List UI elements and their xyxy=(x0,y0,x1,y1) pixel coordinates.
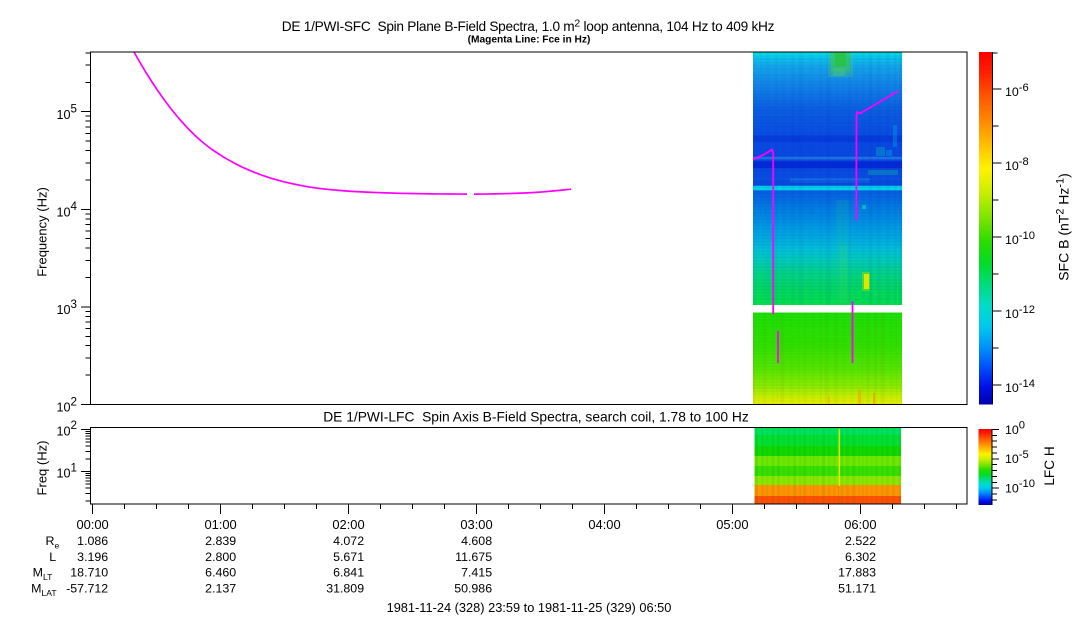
svg-text:7.415: 7.415 xyxy=(461,566,492,580)
svg-text:L: L xyxy=(49,550,56,564)
svg-text:LFC H: LFC H xyxy=(1042,446,1057,485)
svg-text:e: e xyxy=(55,541,60,551)
svg-text:2.800: 2.800 xyxy=(205,550,236,564)
svg-text:17.883: 17.883 xyxy=(838,566,876,580)
svg-text:R: R xyxy=(46,534,55,548)
svg-text:M: M xyxy=(31,582,41,596)
svg-text:01:00: 01:00 xyxy=(204,517,236,532)
svg-text:Freq (Hz): Freq (Hz) xyxy=(35,441,50,496)
svg-text:DE 1/PWI-SFC Spin Plane B-Fie: DE 1/PWI-SFC Spin Plane B-Field Spectra,… xyxy=(282,18,775,34)
svg-text:5.671: 5.671 xyxy=(333,550,364,564)
svg-text:M: M xyxy=(33,566,43,580)
svg-text:31.809: 31.809 xyxy=(326,582,364,596)
svg-text:SFC B (nT2 Hz-1): SFC B (nT2 Hz-1) xyxy=(1055,173,1072,281)
svg-text:03:00: 03:00 xyxy=(460,517,492,532)
svg-text:11.675: 11.675 xyxy=(455,550,492,564)
svg-text:50.986: 50.986 xyxy=(454,582,492,596)
svg-text:DE 1/PWI-LFC Spin Axis B-Fiel: DE 1/PWI-LFC Spin Axis B-Field Spectra, … xyxy=(323,409,749,424)
svg-text:6.841: 6.841 xyxy=(333,566,364,580)
svg-text:-57.712: -57.712 xyxy=(66,582,108,596)
svg-text:3.196: 3.196 xyxy=(77,550,108,564)
svg-text:02:00: 02:00 xyxy=(332,517,364,532)
svg-text:6.460: 6.460 xyxy=(205,566,236,580)
svg-text:18.710: 18.710 xyxy=(70,566,108,580)
svg-text:1981-11-24 (328) 23:59 to 1981: 1981-11-24 (328) 23:59 to 1981-11-25 (32… xyxy=(387,600,672,615)
svg-text:2.522: 2.522 xyxy=(845,534,876,548)
svg-text:LT: LT xyxy=(43,572,53,582)
svg-text:51.171: 51.171 xyxy=(838,582,876,596)
svg-text:00:00: 00:00 xyxy=(76,517,108,532)
svg-text:04:00: 04:00 xyxy=(588,517,620,532)
svg-text:Frequency (Hz): Frequency (Hz) xyxy=(35,187,50,277)
svg-text:2.137: 2.137 xyxy=(205,582,236,596)
svg-text:06:00: 06:00 xyxy=(844,517,876,532)
svg-text:1.086: 1.086 xyxy=(77,534,108,548)
svg-text:6.302: 6.302 xyxy=(845,550,876,564)
svg-text:4.072: 4.072 xyxy=(333,534,364,548)
svg-text:05:00: 05:00 xyxy=(716,517,748,532)
svg-text:4.608: 4.608 xyxy=(461,534,492,548)
svg-text:LAT: LAT xyxy=(42,588,58,598)
svg-text:(Magenta Line: Fce in Hz): (Magenta Line: Fce in Hz) xyxy=(468,35,591,46)
svg-text:2.839: 2.839 xyxy=(205,534,236,548)
